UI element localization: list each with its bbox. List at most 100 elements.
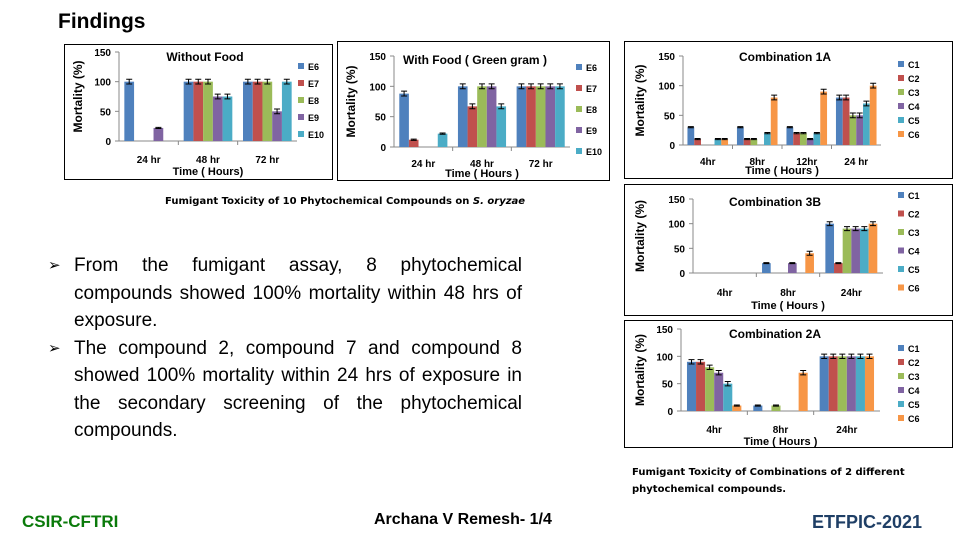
x-tick-label: 8hr xyxy=(749,157,765,168)
error-bar xyxy=(800,132,807,135)
bar-e8 xyxy=(535,86,546,147)
bar-c5 xyxy=(764,133,771,145)
error-bar xyxy=(185,78,192,85)
error-bar xyxy=(694,137,701,141)
y-axis-label: Mortality (%) xyxy=(633,64,647,136)
legend-label: C6 xyxy=(908,284,920,294)
bar-e10 xyxy=(222,96,233,141)
bar-e7 xyxy=(193,81,204,141)
error-bar xyxy=(849,112,856,119)
error-bar xyxy=(870,82,877,89)
legend-swatch xyxy=(298,97,304,103)
arrow-bullet-icon: ➢ xyxy=(48,339,61,357)
legend-label: E10 xyxy=(308,130,324,140)
chart-svg: Combination 1A 0 50 100 150 Mortality (%) 4hr 8… xyxy=(633,50,920,177)
y-tick-label: 100 xyxy=(369,82,386,93)
y-tick-label: 100 xyxy=(656,352,673,363)
error-bar xyxy=(283,78,290,85)
bullet-text: The compound 2, compound 7 and compound … xyxy=(74,337,522,442)
chart-combination-1a: Combination 1A 0 50 100 150 Mortality (%) 4hr 8… xyxy=(624,41,953,179)
x-axis-label: Time ( Hours) xyxy=(173,166,244,178)
error-bar xyxy=(869,221,876,227)
error-bar xyxy=(214,93,221,100)
y-tick-label: 150 xyxy=(658,52,675,63)
legend-swatch xyxy=(898,359,904,365)
legend-swatch xyxy=(298,63,304,69)
legend-swatch xyxy=(898,192,904,198)
bar-c6 xyxy=(805,253,814,273)
legend-swatch xyxy=(576,106,582,112)
legend-label: C1 xyxy=(908,191,920,201)
bar-c2 xyxy=(743,139,751,145)
bar-e6 xyxy=(124,81,135,141)
error-bar xyxy=(826,221,833,227)
error-bar xyxy=(537,83,544,90)
error-bar xyxy=(479,83,485,90)
error-bar xyxy=(793,132,800,135)
legend-label: C4 xyxy=(908,247,920,257)
error-bar xyxy=(126,78,133,85)
error-bar xyxy=(439,132,446,135)
legend-swatch xyxy=(898,415,904,421)
y-tick-label: 50 xyxy=(674,244,686,255)
bar-e10 xyxy=(281,81,292,141)
x-tick-label: 72 hr xyxy=(529,159,553,170)
bar-c1 xyxy=(786,127,794,145)
error-bar xyxy=(813,132,820,135)
error-bar xyxy=(410,138,417,141)
error-bar xyxy=(844,226,851,232)
legend-label: C6 xyxy=(908,130,920,140)
error-bar xyxy=(714,137,721,141)
bullet-item: ➢ From the fumigant assay, 8 phytochemica… xyxy=(48,252,522,335)
bar-c3 xyxy=(842,228,852,273)
x-axis-label: Time ( Hours ) xyxy=(745,165,819,177)
y-tick-label: 50 xyxy=(664,111,676,122)
error-bar xyxy=(556,83,563,90)
legend-label: E9 xyxy=(308,113,319,123)
error-bar xyxy=(836,94,843,101)
legend-swatch xyxy=(898,117,904,123)
bar-e6 xyxy=(243,81,253,141)
bar-c6 xyxy=(798,372,808,411)
error-bar xyxy=(764,132,771,135)
legend-swatch xyxy=(898,373,904,379)
y-tick-label: 150 xyxy=(94,48,111,59)
legend-swatch xyxy=(298,114,304,120)
bar-c5 xyxy=(855,356,865,411)
error-bar xyxy=(807,137,814,141)
legend-label: E7 xyxy=(586,84,597,94)
legend-swatch xyxy=(576,64,582,70)
caption-line: phytochemical compounds. xyxy=(632,484,787,495)
error-bar xyxy=(488,83,495,90)
legend-label: C4 xyxy=(908,386,920,396)
x-tick-label: 4hr xyxy=(706,425,722,436)
chart-combination-3b: Combination 3B 0 50 100 150 Mortality (%) 4hr 8… xyxy=(624,184,953,316)
bar-c6 xyxy=(721,139,729,145)
chart-with-food: With Food ( Green gram ) 0 50 100 150 Mortali… xyxy=(337,41,610,181)
error-bar xyxy=(697,359,704,365)
error-bar xyxy=(789,262,796,265)
caption-line: Fumigant Toxicity of Combinations of 2 d… xyxy=(632,467,905,478)
error-bar xyxy=(547,83,554,90)
legend-label: C2 xyxy=(908,74,920,84)
y-tick-label: 150 xyxy=(668,195,685,206)
bar-c3 xyxy=(837,356,847,411)
error-bar xyxy=(772,404,779,407)
bar-c6 xyxy=(868,223,878,273)
bar-e6 xyxy=(516,86,527,147)
footer-organization: CSIR-CFTRI xyxy=(22,512,119,531)
legend-label: E6 xyxy=(586,63,597,73)
bar-c1 xyxy=(825,223,835,273)
chart-title: Combination 1A xyxy=(739,50,831,64)
bar-c2 xyxy=(828,356,838,411)
x-axis-label: Time ( Hours ) xyxy=(744,436,818,447)
error-bar xyxy=(715,370,722,376)
bullet-list: ➢ From the fumigant assay, 8 phytochemica… xyxy=(48,252,522,445)
error-bar xyxy=(205,78,211,85)
legend-swatch xyxy=(898,89,904,95)
chart-title: Combination 2A xyxy=(729,327,821,341)
slide-title: Findings xyxy=(58,10,146,33)
bar-e9 xyxy=(212,96,223,141)
error-bar xyxy=(155,126,162,130)
error-bar xyxy=(224,93,231,100)
